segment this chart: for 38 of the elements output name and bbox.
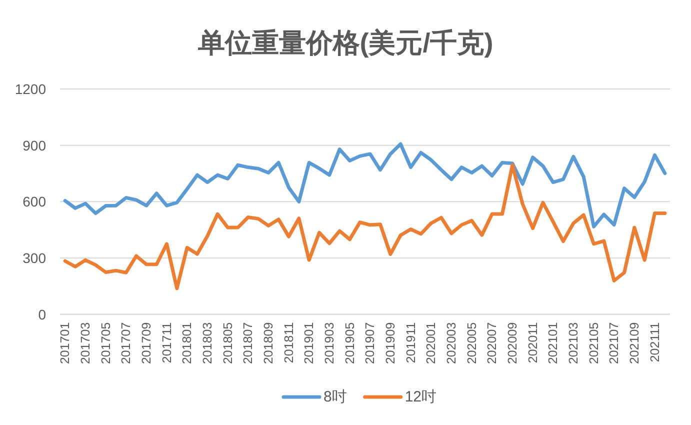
x-tick: 202011 [526, 322, 540, 364]
x-tick: 202105 [586, 322, 601, 364]
y-tick: 0 [38, 306, 46, 322]
x-tick: 202109 [627, 322, 642, 364]
x-tick: 201807 [241, 322, 256, 364]
x-tick: 201709 [139, 322, 154, 364]
x-tick: 202103 [566, 322, 580, 364]
x-tick: 201911 [404, 322, 418, 364]
x-tick: 202007 [485, 322, 500, 364]
x-tick: 201703 [78, 322, 92, 364]
x-tick: 202111 [648, 322, 662, 362]
legend-label: 8吋 [323, 388, 347, 406]
x-tick: 202003 [444, 322, 458, 364]
y-tick: 600 [22, 194, 46, 210]
x-tick: 201701 [58, 322, 72, 364]
title: 单位重量价格(美元/千克) [198, 28, 494, 58]
x-tick: 201707 [119, 322, 134, 364]
x-tick: 201711 [160, 322, 174, 364]
x-tick: 201903 [322, 322, 336, 364]
y-tick: 900 [22, 137, 46, 154]
x-tick: 202001 [424, 322, 438, 364]
x-tick: 202101 [546, 322, 560, 364]
x-tick: 201809 [261, 322, 276, 364]
x-tick: 201907 [363, 322, 378, 364]
x-tick: 202005 [464, 322, 479, 364]
x-tick: 202107 [607, 322, 622, 364]
y-tick: 300 [22, 250, 46, 266]
x-tick: 201909 [383, 322, 398, 364]
x-tick: 201705 [98, 322, 113, 364]
x-tick: 202009 [505, 322, 520, 364]
legend-label: 12吋 [404, 388, 437, 406]
y-tick: 1200 [14, 81, 46, 97]
x-tick: 201803 [200, 322, 214, 364]
x-tick: 201805 [220, 322, 235, 364]
x-tick: 201811 [282, 322, 296, 364]
x-tick: 201801 [180, 322, 194, 364]
x-tick: 201905 [342, 322, 357, 364]
x-tick: 201901 [302, 322, 316, 364]
